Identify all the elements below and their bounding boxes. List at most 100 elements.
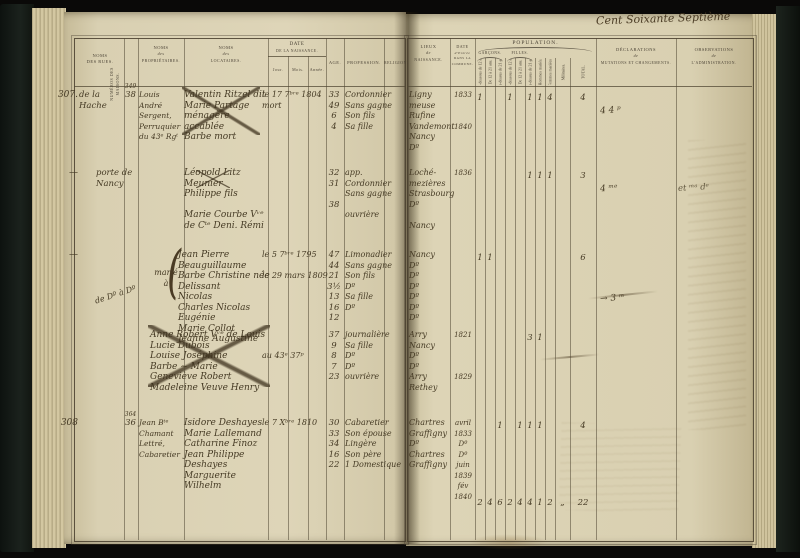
age-entry: 37 9 8 7 23 — [328, 330, 340, 382]
header-annee: Année. — [309, 67, 325, 72]
book-cover-right — [776, 6, 800, 552]
entry-date-commune: avril 1833 Dº Dº juin 1839 fév 1840 — [454, 419, 472, 501]
population-subcolumn-label: Militaires. — [555, 59, 570, 85]
entry-date-commune: 1833 1840 — [454, 91, 472, 131]
header-religion: RELIGION. — [384, 60, 409, 65]
header-text: De 12 à 21 ans. — [517, 59, 523, 85]
crossed-out-strike — [196, 170, 230, 188]
locataires-entry: Isidore Deshayes Marie Lallemand Cathari… — [184, 418, 263, 491]
row-rule — [268, 56, 326, 57]
population-tick: 1 — [527, 421, 533, 431]
population-tick: 1 — [527, 171, 533, 181]
header-text: de — [426, 50, 431, 56]
header-text: Militaires. — [560, 63, 565, 81]
header-text: des — [222, 51, 230, 57]
population-tick: 1 — [537, 333, 543, 343]
column-rule — [450, 38, 451, 540]
header-locataires: NOMS des LOCATAIRES. — [184, 45, 268, 64]
population-subcolumn-label: Au-dessous de 12 ans. — [475, 59, 485, 85]
header-text: L'ADMINISTRATION. — [691, 60, 737, 65]
totals-value: 1 — [537, 498, 543, 508]
population-tick: 1 — [537, 171, 543, 181]
entry-number: 308 — [60, 418, 78, 428]
population-subcolumn-label: Au-dessous de 12 ans. — [505, 59, 515, 85]
birthdate-entry: au 43ᵉ 37ᵖ — [262, 351, 304, 360]
entry-date-commune: 1836 — [454, 169, 472, 177]
population-tick: 1 — [507, 93, 513, 103]
column-rule — [344, 38, 345, 540]
age-entry: 33 49 6 4 — [328, 90, 340, 132]
header-mois: Mois. — [292, 67, 304, 72]
entry-number: — — [69, 250, 78, 260]
population-brace — [479, 47, 592, 52]
column-rule — [525, 58, 526, 540]
age-entry: 30 33 34 16 22 — [328, 418, 340, 470]
house-number: 36 — [125, 418, 136, 428]
birthdate-entry: le 7 Xᵇʳᵉ 1810 — [262, 418, 318, 427]
header-text: de — [633, 53, 639, 59]
header-text: NOMS — [153, 45, 169, 50]
right-table-frame — [404, 35, 757, 545]
header-text: Au-dessous de 12 ans. — [477, 59, 483, 85]
row-rule — [74, 86, 405, 87]
totals-value: 4 — [517, 498, 523, 508]
header-profession: PROFESSION. — [347, 60, 381, 65]
population-tick: 1 — [537, 93, 543, 103]
ink-bleedthrough — [688, 140, 746, 430]
header-date-naissance: DATE DE LA NAISSANCE. — [268, 41, 326, 55]
birthplace-entry: Nancy Dº Dº Dº Dº Dº Dº — [409, 250, 435, 322]
population-tick: 1 — [527, 93, 533, 103]
header-garcons: GARÇONS. — [478, 51, 502, 55]
column-rule — [184, 38, 185, 540]
population-tick: 1 — [477, 93, 483, 103]
population-subcolumn-label: Hommes mariés. — [535, 59, 545, 85]
population-subcolumn-label: De 12 à 21 ans. — [515, 59, 525, 85]
totals-value: 2 — [547, 498, 553, 508]
column-rule — [308, 56, 309, 540]
header-text: NAISSANCE. — [414, 56, 443, 62]
header-text: LOCATAIRES. — [210, 57, 242, 63]
birthplace-entry: Ligny meuse Rufine Vandemont Nancy Dº — [409, 90, 455, 152]
population-tick: 1 — [537, 421, 543, 431]
entry-number: — — [69, 168, 78, 178]
header-text: De 12 à 21 ans. — [487, 59, 493, 85]
row-rule — [407, 86, 752, 87]
population-tick: 4 — [580, 421, 586, 431]
header-text: DÉCLARATIONS — [615, 47, 656, 52]
age-entry: 47 44 21 3½ 13 16 12 — [327, 250, 341, 323]
column-rule — [570, 58, 571, 540]
column-rule — [515, 58, 516, 540]
column-rule — [288, 56, 289, 540]
population-tick: 4 — [547, 93, 553, 103]
header-lieux-naissance: LIEUX de NAISSANCE. — [407, 44, 450, 63]
birthplace-entry: Arry Nancy Dº Dº Arry Rethey — [409, 330, 438, 392]
header-filles: FILLES. — [511, 51, 529, 55]
street-name: de la Hache — [79, 90, 107, 111]
header-text: d'Entrée — [454, 50, 471, 55]
filles-brace — [507, 57, 533, 62]
header-text: OBSERVATIONS — [694, 47, 734, 52]
age-entry: 32 31 38 — [328, 168, 340, 210]
column-rule — [495, 58, 496, 540]
totals-value: 4 — [487, 498, 493, 508]
column-rule — [545, 58, 546, 540]
header-noms-des-rues: NOMS DES RUES. — [76, 53, 124, 66]
register-page-right — [406, 14, 754, 546]
house-number: 38 — [125, 90, 136, 100]
header-date-entree: DATE d'Entrée DANS LA COMMUNE. — [450, 44, 475, 67]
proprietaires-entry: Louis André Sergent, Perruquier du 43ᵉ R… — [139, 90, 181, 141]
population-tick: 6 — [580, 253, 586, 263]
population-tick: 3 — [580, 171, 586, 181]
book-cover-left — [0, 4, 34, 552]
profession-entry: Cabaretier Son épouse Lingère Son père 1… — [345, 418, 402, 469]
column-rule — [676, 38, 677, 540]
column-rule — [555, 58, 556, 540]
column-rule — [326, 38, 327, 540]
street-name: porte de Nancy — [96, 168, 133, 189]
population-tick: 1 — [497, 421, 503, 431]
header-proprietaires: NOMS des PROPRIÉTAIRES. — [138, 45, 184, 64]
header-text: Au-dessus de 21 ans. — [527, 59, 533, 85]
entry-number: 307. — [57, 90, 78, 100]
profession-entry: app. Cordonnier Sans gagne ouvrière — [345, 168, 392, 219]
